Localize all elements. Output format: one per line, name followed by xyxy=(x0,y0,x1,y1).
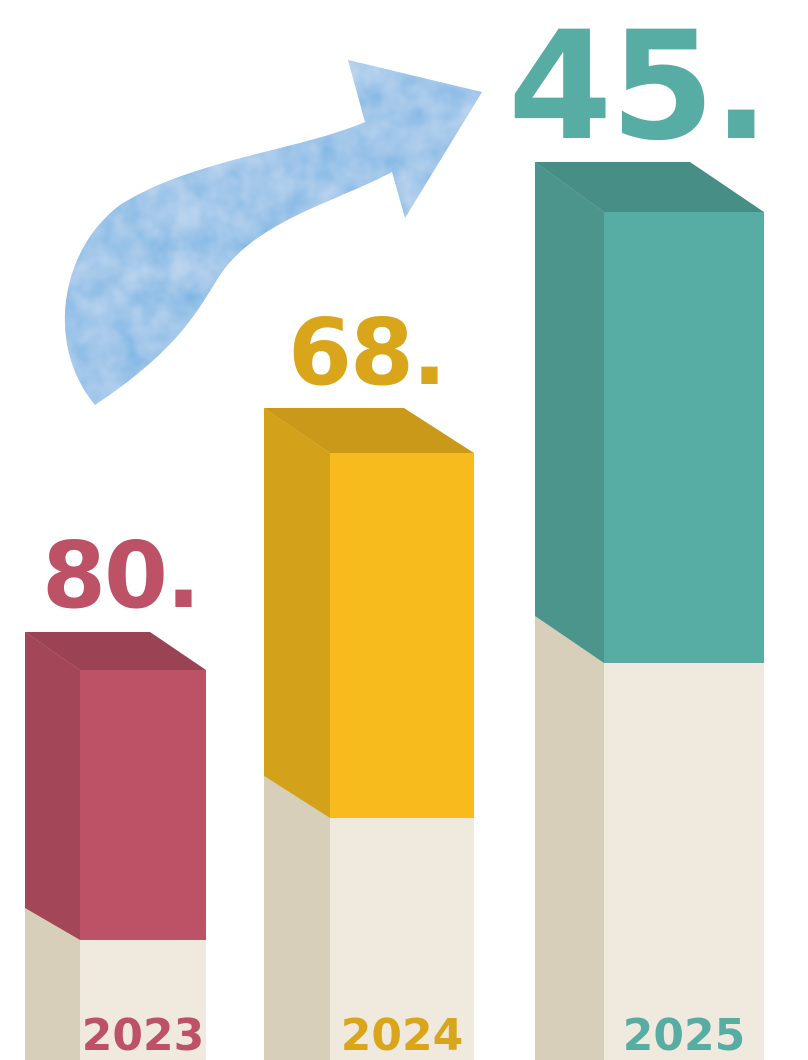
bar-2023-front xyxy=(80,670,206,940)
bar-2024-base-side xyxy=(264,776,330,1060)
bar-2024-front xyxy=(330,453,474,818)
bar-2023 xyxy=(25,632,206,1060)
bar-2025-side xyxy=(535,162,604,663)
category-label-2023: 2023 xyxy=(82,1010,204,1060)
bar-2024-base-front xyxy=(330,818,474,1060)
bar-2023-base-side xyxy=(25,908,80,1060)
bar-2025-top xyxy=(535,162,764,212)
bar-2023-base-front xyxy=(80,940,206,1060)
bar-2025-front xyxy=(604,212,764,663)
category-label-2025: 2025 xyxy=(623,1010,745,1060)
bar-2025-base-side xyxy=(535,616,604,1060)
value-label-2025: 45. xyxy=(508,0,768,174)
bar-2024-top xyxy=(264,408,474,453)
value-label-2024: 68. xyxy=(288,299,445,406)
bar-2024 xyxy=(264,408,474,1060)
bar-2024-side xyxy=(264,408,330,818)
bar-2023-top xyxy=(25,632,206,670)
value-label-2023: 80. xyxy=(42,522,199,629)
bar-2025-base-front xyxy=(604,663,764,1060)
category-label-2024: 2024 xyxy=(341,1010,463,1060)
bar-2025 xyxy=(535,162,764,1060)
curved-up-right-arrow-icon xyxy=(64,60,482,405)
arrow-shape xyxy=(64,60,482,405)
bar-2023-side xyxy=(25,632,80,940)
